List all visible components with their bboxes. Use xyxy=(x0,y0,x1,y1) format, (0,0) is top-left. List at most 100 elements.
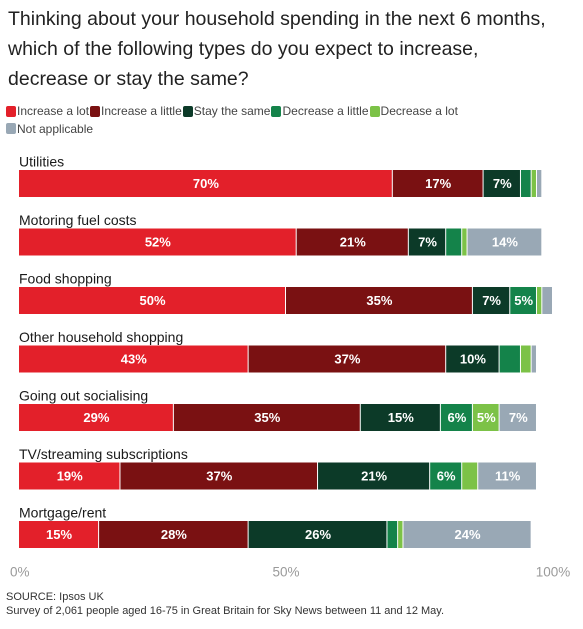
bar-segment xyxy=(19,170,392,197)
bar-segment xyxy=(360,404,440,431)
x-tick-label: 50% xyxy=(272,565,299,580)
bar-segment xyxy=(446,345,499,373)
bar-value-label: 7% xyxy=(418,234,437,249)
bar-value-label: 5% xyxy=(477,410,496,425)
bar-segment xyxy=(510,287,536,314)
legend-swatch xyxy=(6,105,16,117)
bar-segment xyxy=(318,462,430,490)
bar-value-label: 19% xyxy=(57,468,83,483)
bar-segment xyxy=(19,404,173,431)
bar-segment xyxy=(408,228,446,256)
bar-segment xyxy=(440,404,472,431)
bar-segment xyxy=(520,170,531,197)
category-label: Utilities xyxy=(19,154,64,170)
category-label: Motoring fuel costs xyxy=(19,212,137,228)
legend-swatch xyxy=(6,123,16,134)
bar-value-label: 35% xyxy=(254,410,280,425)
bar-segment xyxy=(536,287,542,314)
bar-value-label: 11% xyxy=(495,468,521,483)
bar-value-label: 24% xyxy=(455,527,481,542)
chart-legend: Increase a lot Increase a little Stay the … xyxy=(6,103,546,138)
bar-segment xyxy=(19,287,285,314)
bar-segment xyxy=(520,345,531,373)
legend-label: Decrease a little xyxy=(282,104,369,118)
category-label: Going out socialising xyxy=(19,388,148,404)
bar-value-label: 6% xyxy=(447,410,466,425)
bar-segment xyxy=(467,228,542,256)
category-label: Food shopping xyxy=(19,271,112,287)
legend-swatch xyxy=(369,105,380,117)
bar-value-label: 37% xyxy=(206,468,232,483)
bar-segment xyxy=(472,404,499,431)
legend-label: Increase a lot xyxy=(17,104,90,118)
legend-label: Increase a little xyxy=(101,104,182,118)
bar-segment xyxy=(19,228,296,256)
bar-segment xyxy=(286,287,472,314)
legend-item: Not applicable xyxy=(6,121,93,137)
survey-note: Survey of 2,061 people aged 16-75 in Gre… xyxy=(6,605,445,617)
legend-item: Increase a little xyxy=(90,103,182,119)
legend-item: Increase a lot xyxy=(6,103,89,119)
legend-swatch xyxy=(182,105,193,117)
bar-value-label: 5% xyxy=(514,293,533,308)
bar-segment xyxy=(531,170,536,197)
bar-value-label: 15% xyxy=(388,410,414,425)
bar-segment xyxy=(173,404,360,431)
chart-title-line-2: which of the following types do you expe… xyxy=(8,38,479,60)
category-label: Other household shopping xyxy=(19,329,183,345)
x-tick-label: 100% xyxy=(536,565,571,580)
bar-segment xyxy=(387,521,398,548)
bar-segment xyxy=(120,462,318,490)
category-label: TV/streaming subscriptions xyxy=(19,446,188,462)
bar-value-label: 14% xyxy=(492,234,518,249)
chart-footer: SOURCE: Ipsos UK Survey of 2,061 people … xyxy=(6,590,581,618)
bar-value-label: 17% xyxy=(425,176,451,191)
bar-segment xyxy=(248,521,387,548)
bar-segment xyxy=(19,462,120,490)
bar-segment xyxy=(472,287,510,314)
x-tick-label: 0% xyxy=(10,565,30,580)
bar-value-label: 43% xyxy=(121,351,147,366)
bar-value-label: 21% xyxy=(361,468,387,483)
bar-value-label: 7% xyxy=(482,293,501,308)
bar-value-label: 70% xyxy=(193,176,219,191)
bar-segment xyxy=(296,228,408,256)
bar-segment xyxy=(536,170,542,197)
bar-segment xyxy=(403,521,531,548)
bar-value-label: 28% xyxy=(161,527,187,542)
bar-value-label: 52% xyxy=(145,234,171,249)
bar-value-label: 15% xyxy=(46,527,72,542)
bar-value-label: 50% xyxy=(139,293,165,308)
legend-swatch xyxy=(90,105,101,117)
bar-value-label: 37% xyxy=(334,351,360,366)
bar-segment xyxy=(462,228,467,256)
bar-segment xyxy=(398,521,403,548)
bar-segment xyxy=(483,170,520,197)
bar-segment xyxy=(446,228,462,256)
legend-label: Decrease a lot xyxy=(380,104,458,118)
bar-segment xyxy=(248,345,446,373)
bar-segment xyxy=(531,345,536,373)
bar-value-label: 7% xyxy=(493,176,512,191)
category-label: Mortgage/rent xyxy=(19,505,106,521)
bar-value-label: 10% xyxy=(460,351,486,366)
bar-segment xyxy=(499,345,520,373)
bar-segment xyxy=(430,462,462,490)
bar-value-label: 35% xyxy=(366,293,392,308)
chart-title-line-1: Thinking about your household spending i… xyxy=(8,8,546,30)
bar-segment xyxy=(19,345,248,373)
bar-segment xyxy=(462,462,478,490)
bar-value-label: 7% xyxy=(509,410,528,425)
bar-segment xyxy=(19,521,99,548)
bar-segment xyxy=(478,462,536,490)
bar-value-label: 29% xyxy=(83,410,109,425)
bar-segment xyxy=(392,170,483,197)
legend-label: Not applicable xyxy=(17,121,94,136)
bar-segment xyxy=(542,287,552,314)
chart-title-line-3: decrease or stay the same? xyxy=(8,68,249,90)
chart-title: Thinking about your household spending i… xyxy=(8,4,578,94)
legend-item: Stay the same xyxy=(182,103,271,119)
bar-segment xyxy=(499,404,536,431)
legend-label: Stay the same xyxy=(193,104,271,118)
